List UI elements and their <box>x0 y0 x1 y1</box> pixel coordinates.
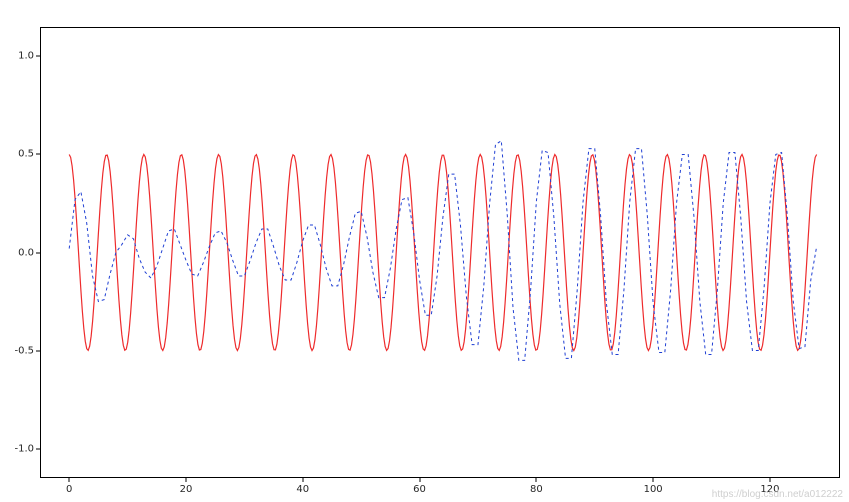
x-tick-label: 20 <box>180 484 193 495</box>
x-tick-mark <box>185 478 186 482</box>
x-tick-mark <box>69 478 70 482</box>
x-tick-mark <box>653 478 654 482</box>
x-tick-label: 60 <box>413 484 426 495</box>
series-blue <box>69 141 816 361</box>
y-tick-label: 1.0 <box>12 51 34 62</box>
x-tick-label: 40 <box>296 484 309 495</box>
y-tick-label: 0.5 <box>12 149 34 160</box>
y-tick-mark <box>36 350 40 351</box>
x-tick-label: 0 <box>66 484 72 495</box>
plot-area <box>40 27 840 478</box>
series-red <box>69 154 816 350</box>
y-tick-mark <box>36 448 40 449</box>
x-tick-mark <box>302 478 303 482</box>
x-tick-mark <box>536 478 537 482</box>
x-tick-label: 100 <box>644 484 663 495</box>
watermark-text: https://blog.csdn.net/a012222 <box>712 489 843 500</box>
chart-canvas <box>40 27 840 478</box>
x-tick-label: 80 <box>530 484 543 495</box>
y-tick-label: -1.0 <box>12 443 34 454</box>
x-tick-mark <box>769 478 770 482</box>
x-tick-mark <box>419 478 420 482</box>
y-tick-mark <box>36 56 40 57</box>
y-tick-label: -0.5 <box>12 345 34 356</box>
y-tick-mark <box>36 252 40 253</box>
y-tick-mark <box>36 154 40 155</box>
y-tick-label: 0.0 <box>12 247 34 258</box>
